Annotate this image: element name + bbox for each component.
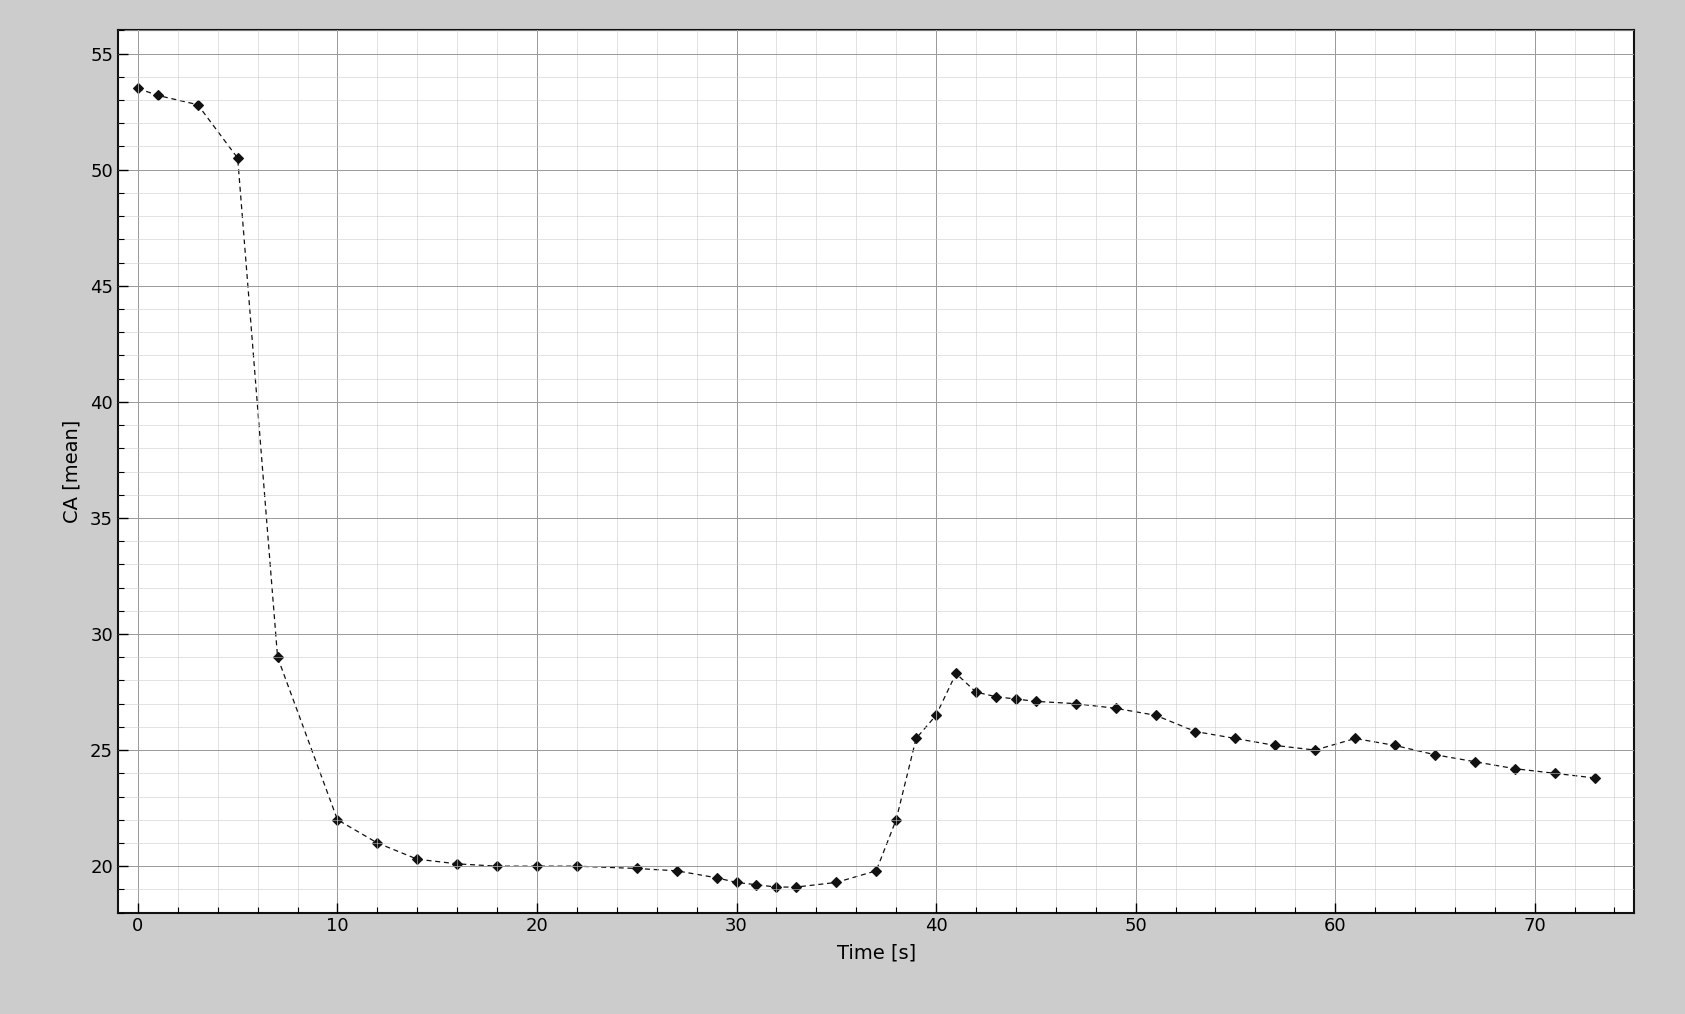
- X-axis label: Time [s]: Time [s]: [837, 944, 915, 963]
- Y-axis label: CA [mean]: CA [mean]: [62, 420, 83, 523]
